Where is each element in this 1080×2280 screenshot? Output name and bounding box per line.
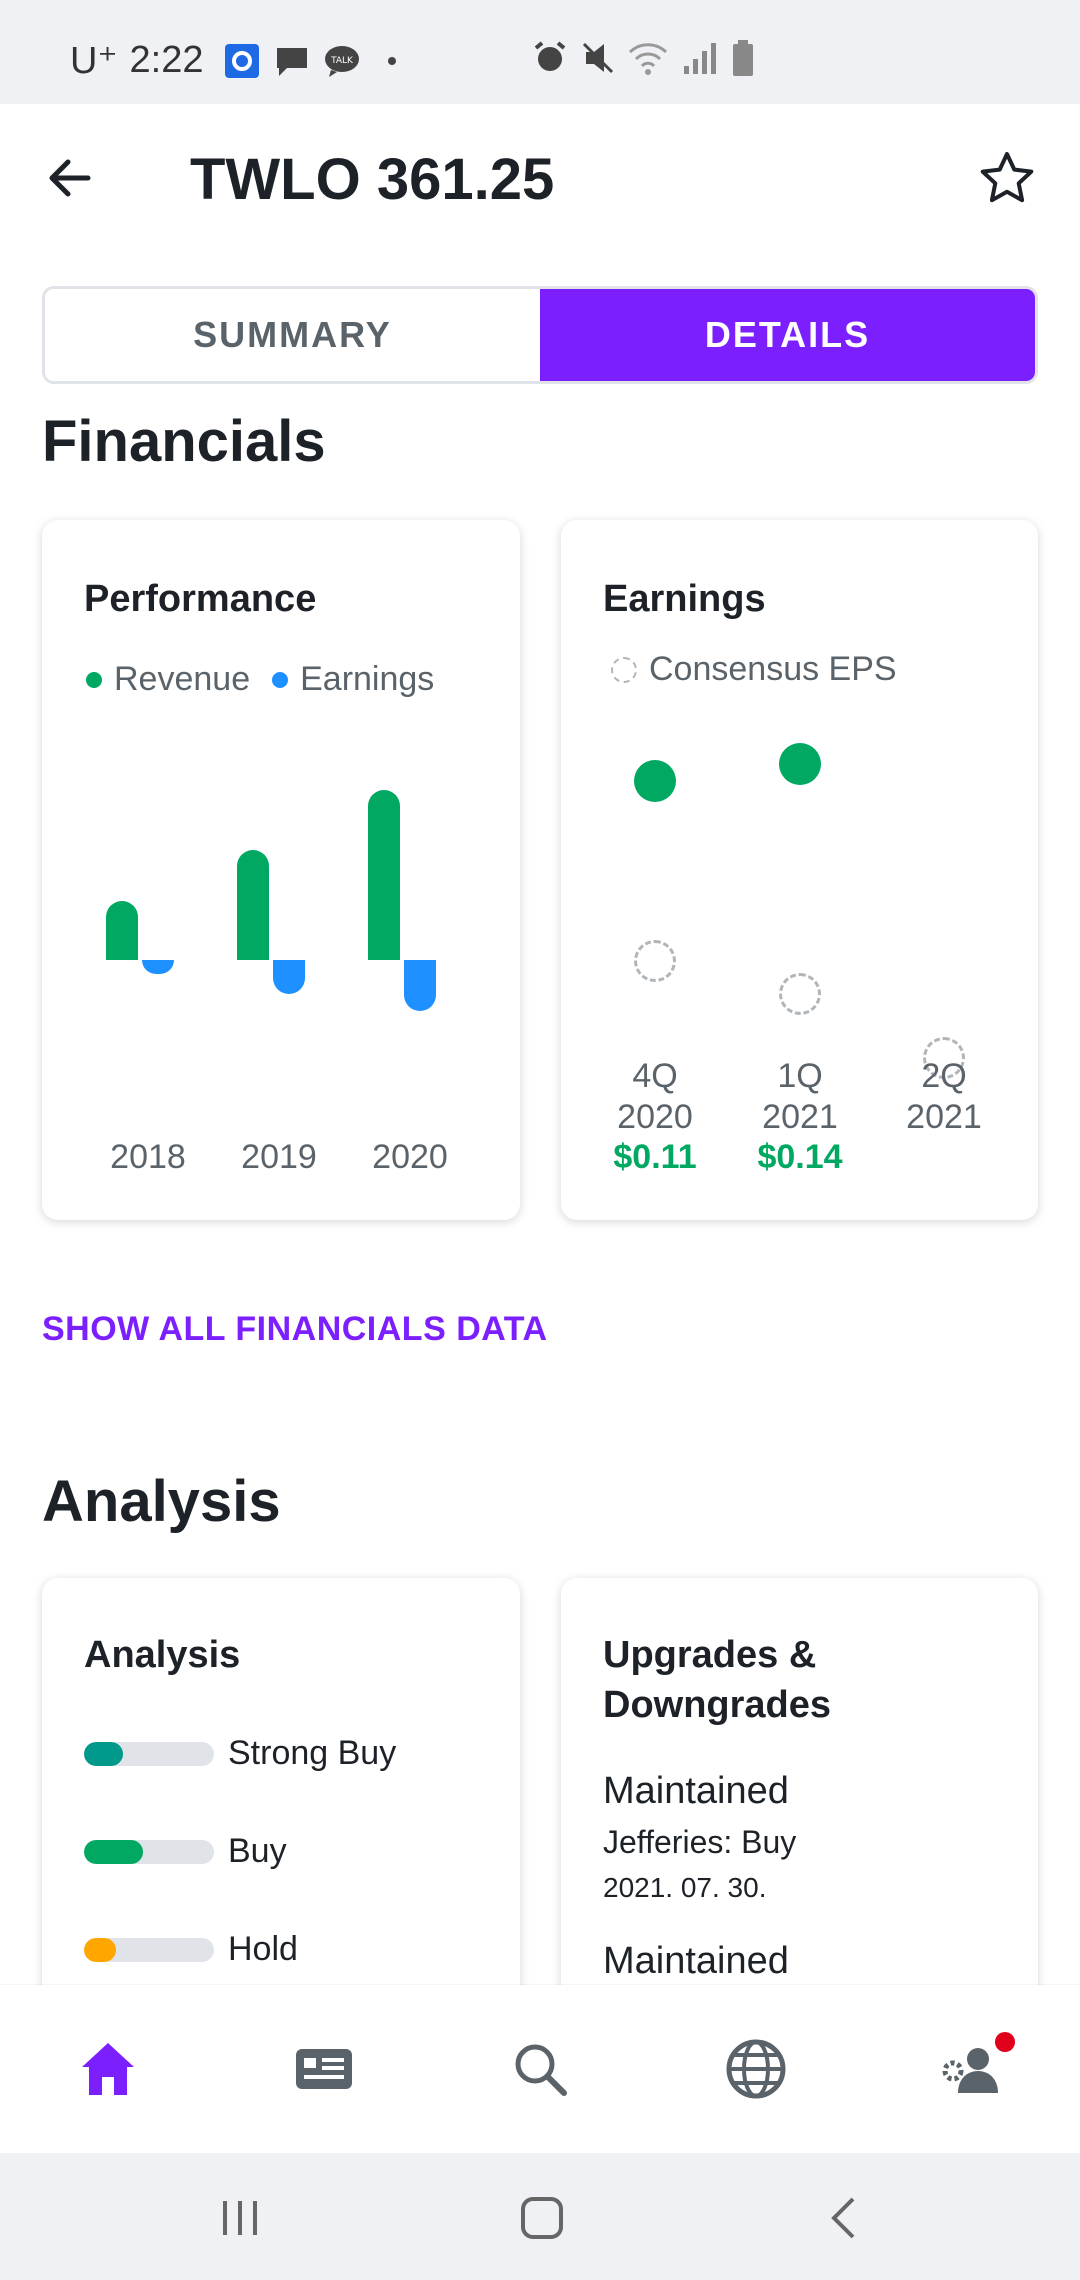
eps-actual-value: $0.11	[613, 1138, 697, 1176]
tab-summary[interactable]: SUMMARY	[45, 289, 540, 381]
notification-dot	[995, 2032, 1015, 2052]
quarter-year-label: 2021	[906, 1098, 982, 1136]
battery-icon	[733, 40, 753, 76]
news-icon	[296, 2049, 352, 2089]
home-square-icon	[521, 2197, 563, 2239]
upgrade-firm: Jefferies: Buy	[603, 1824, 797, 1860]
year-label: 2020	[372, 1138, 448, 1176]
show-all-financials-link[interactable]: SHOW ALL FINANCIALS DATA	[42, 1310, 548, 1348]
status-bar: U⁺ 2:22 TALK	[0, 0, 1080, 104]
upgrade-action: Maintained	[603, 1770, 789, 1812]
rating-fill	[84, 1741, 123, 1766]
clock: 2:22	[129, 39, 204, 81]
year-label: 2019	[241, 1138, 317, 1176]
upgrade-action: Maintained	[603, 1940, 789, 1982]
upgrades-card[interactable]: Upgrades & Downgrades Maintained Jefferi…	[561, 1578, 1038, 2038]
financials-heading: Financials	[42, 409, 326, 474]
quarter-year-label: 2020	[617, 1098, 693, 1136]
year-label: 2018	[110, 1138, 186, 1176]
eps-actual-point	[634, 760, 676, 802]
eps-actual-point	[779, 743, 821, 785]
rating-bar	[84, 1937, 214, 1962]
nav-news[interactable]	[279, 2024, 369, 2114]
rating-row: Hold	[84, 1930, 298, 1969]
nav-home[interactable]	[63, 2024, 153, 2114]
home-system-button[interactable]	[507, 2183, 577, 2253]
quarter-label: 4Q	[632, 1057, 678, 1095]
upgrades-title-line: Downgrades	[603, 1684, 832, 1726]
analysis-heading: Analysis	[42, 1469, 281, 1534]
rating-label: Buy	[228, 1832, 287, 1870]
recent-apps-button[interactable]	[205, 2183, 275, 2253]
nav-profile[interactable]	[927, 2024, 1017, 2114]
bottom-nav	[0, 1985, 1080, 2153]
search-icon	[515, 2044, 567, 2096]
earnings-bar	[404, 960, 436, 1011]
globe-icon	[726, 2039, 786, 2099]
star-icon	[980, 152, 1034, 203]
consensus-legend-dot	[611, 656, 637, 683]
tab-bar: SUMMARY DETAILS	[42, 286, 1038, 384]
rating-label: Hold	[228, 1930, 298, 1968]
analysis-card-title: Analysis	[84, 1634, 241, 1676]
svg-text:TALK: TALK	[331, 56, 355, 66]
rating-row: Buy	[84, 1832, 287, 1871]
revenue-legend-label: Revenue	[114, 660, 251, 698]
quarter-label: 2Q	[921, 1057, 967, 1095]
quarter-label: 1Q	[777, 1057, 823, 1095]
eps-consensus-point	[779, 973, 821, 1015]
carrier-label: U⁺	[70, 40, 118, 82]
message-icon	[277, 47, 308, 76]
nav-search[interactable]	[495, 2024, 585, 2114]
revenue-bar	[106, 900, 138, 960]
home-icon	[82, 2043, 134, 2095]
eps-consensus-point	[634, 940, 676, 982]
upgrade-date: 2021. 07. 30.	[603, 1872, 767, 1903]
profile-settings-icon	[942, 2048, 998, 2093]
tab-details[interactable]: DETAILS	[540, 289, 1035, 381]
chevron-left-icon	[831, 2197, 855, 2239]
earnings-bar	[142, 960, 174, 974]
analysis-card[interactable]: Analysis Strong Buy Buy Hold	[42, 1578, 520, 2038]
app-notification-icon	[225, 43, 260, 78]
back-system-button[interactable]	[810, 2183, 880, 2253]
rating-row: Strong Buy	[84, 1734, 396, 1773]
watchlist-button[interactable]	[975, 146, 1039, 210]
eps-consensus-point	[923, 1037, 965, 1079]
earnings-title: Earnings	[603, 578, 766, 620]
performance-legend: Revenue Earnings	[86, 660, 434, 699]
upgrades-title: Upgrades & Downgrades	[603, 1630, 831, 1730]
rating-label: Strong Buy	[228, 1734, 397, 1772]
consensus-legend-label: Consensus EPS	[649, 650, 897, 688]
upgrades-title-line: Upgrades &	[603, 1634, 817, 1676]
arrow-left-icon	[49, 159, 91, 197]
earnings-bar	[273, 960, 305, 994]
earnings-legend-label: Earnings	[300, 660, 435, 698]
signal-icon	[684, 43, 716, 74]
eps-actual-value: $0.14	[757, 1138, 843, 1176]
recent-apps-icon	[223, 2201, 257, 2235]
earnings-card[interactable]: Earnings Consensus EPS 4Q 2020 $0.11 1Q …	[561, 520, 1038, 1220]
revenue-legend-dot	[86, 671, 102, 688]
performance-card[interactable]: Performance Revenue Earnings 2018 2019 2…	[42, 520, 520, 1220]
back-button[interactable]	[40, 146, 104, 210]
rating-bar	[84, 1839, 214, 1864]
system-nav-bar	[0, 2153, 1080, 2280]
wifi-icon	[628, 43, 668, 75]
rating-bar	[84, 1741, 214, 1766]
alarm-icon	[534, 41, 566, 71]
mute-icon	[582, 42, 614, 74]
quarter-year-label: 2021	[762, 1098, 838, 1136]
rating-fill	[84, 1937, 116, 1962]
talk-icon: TALK	[325, 45, 360, 77]
earnings-legend: Consensus EPS	[611, 650, 897, 689]
revenue-bar	[237, 849, 269, 960]
rating-fill	[84, 1839, 143, 1864]
earnings-legend-dot	[272, 671, 289, 688]
nav-markets[interactable]	[711, 2024, 801, 2114]
more-notifications-icon	[388, 56, 397, 65]
page-title: TWLO 361.25	[190, 147, 555, 212]
revenue-bar	[368, 790, 400, 960]
performance-title: Performance	[84, 578, 317, 620]
